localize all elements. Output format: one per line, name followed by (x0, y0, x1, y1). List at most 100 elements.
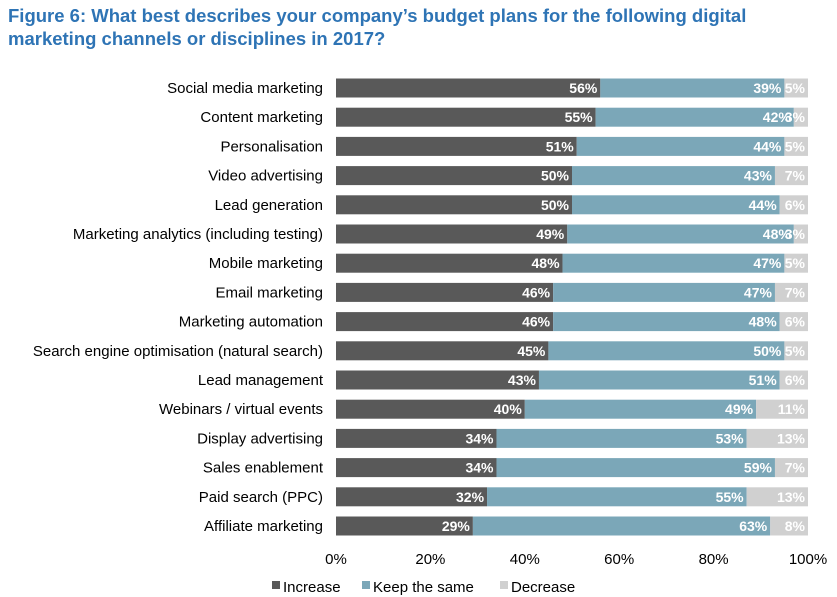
bar-segment (336, 107, 596, 127)
bar-segment (793, 224, 808, 244)
data-label: 48% (763, 226, 792, 242)
data-label: 46% (522, 314, 551, 330)
x-tick-label: 40% (510, 551, 540, 568)
category-label: Search engine optimisation (natural sear… (33, 343, 323, 360)
category-label: Social media marketing (167, 80, 323, 97)
data-label: 39% (753, 80, 782, 96)
bar-segment (496, 458, 775, 478)
data-label: 46% (522, 284, 551, 300)
data-label: 53% (716, 430, 745, 446)
data-label: 47% (744, 284, 773, 300)
data-label: 51% (749, 372, 778, 388)
bar-segment (576, 136, 785, 156)
bar-segment (784, 253, 808, 273)
x-tick-label: 20% (415, 551, 445, 568)
bar-segment (336, 399, 525, 419)
bar-segment (784, 136, 808, 156)
data-label: 6% (785, 372, 806, 388)
data-label: 44% (749, 197, 778, 213)
bar-segment (774, 282, 808, 302)
bar-segment (562, 253, 785, 273)
data-label: 48% (749, 314, 778, 330)
category-label: Marketing analytics (including testing) (73, 226, 323, 243)
bar-segment (336, 282, 554, 302)
legend-swatch (500, 581, 508, 589)
bar-segment (336, 166, 572, 186)
category-label: Video advertising (208, 168, 323, 185)
data-label: 3% (785, 226, 806, 242)
bar-segment (779, 195, 808, 215)
bar-segment (553, 282, 775, 302)
data-label: 32% (456, 489, 485, 505)
x-tick-label: 100% (789, 551, 827, 568)
category-label: Content marketing (200, 109, 323, 126)
data-label: 48% (532, 255, 561, 271)
legend-label: Keep the same (373, 579, 474, 596)
bar-segment (487, 487, 747, 507)
category-label: Paid search (PPC) (199, 489, 323, 506)
data-label: 5% (785, 343, 806, 359)
data-label: 5% (785, 138, 806, 154)
data-label: 11% (778, 401, 806, 417)
bar-segment (572, 166, 775, 186)
category-label: Email marketing (215, 284, 323, 301)
data-label: 55% (565, 109, 594, 125)
bar-segment (336, 370, 539, 390)
category-label: Lead generation (215, 197, 323, 214)
bar-segment (779, 370, 808, 390)
data-label: 44% (753, 138, 782, 154)
bar-segment (472, 516, 771, 536)
bar-segment (336, 312, 554, 332)
data-label: 6% (785, 314, 806, 330)
bar-segment (336, 195, 572, 215)
bar-segment (524, 399, 757, 419)
data-label: 29% (442, 518, 471, 534)
bar-segment (336, 253, 563, 273)
legend-swatch (362, 581, 370, 589)
chart-title: Figure 6: What best describes your compa… (8, 5, 747, 49)
bar-segment (774, 166, 808, 186)
bar-segment (572, 195, 780, 215)
data-label: 43% (508, 372, 537, 388)
legend-label: Increase (283, 579, 341, 596)
x-tick-label: 60% (604, 551, 634, 568)
data-label: 34% (465, 430, 494, 446)
bar-segment (784, 78, 808, 98)
data-label: 6% (785, 197, 806, 213)
legend-swatch (272, 581, 280, 589)
data-label: 13% (777, 489, 806, 505)
data-label: 13% (777, 430, 806, 446)
category-label: Affiliate marketing (204, 518, 323, 535)
data-label: 50% (753, 343, 782, 359)
data-label: 51% (546, 138, 575, 154)
bar-segment (336, 78, 601, 98)
bar-segment (756, 399, 808, 419)
bar-segment (779, 312, 808, 332)
legend-label: Decrease (511, 579, 575, 596)
category-label: Marketing automation (179, 314, 323, 331)
bar-segment (746, 487, 808, 507)
data-label: 42% (763, 109, 792, 125)
category-label: Display advertising (197, 430, 323, 447)
data-label: 5% (785, 255, 806, 271)
category-label: Sales enablement (203, 460, 324, 477)
bar-segment (784, 341, 808, 361)
data-label: 40% (494, 401, 523, 417)
data-label: 47% (753, 255, 782, 271)
bar-segment (595, 107, 794, 127)
data-label: 7% (785, 284, 806, 300)
data-label: 3% (785, 109, 806, 125)
category-label: Webinars / virtual events (159, 401, 323, 418)
bar-segment (774, 458, 808, 478)
bar-segment (746, 428, 808, 448)
bar-segment (336, 516, 473, 536)
bar-segment (336, 428, 497, 448)
category-label: Personalisation (220, 138, 323, 155)
category-label: Lead management (198, 372, 324, 389)
data-label: 45% (517, 343, 546, 359)
data-label: 56% (569, 80, 598, 96)
data-label: 34% (465, 460, 494, 476)
data-label: 49% (536, 226, 565, 242)
bar-segment (567, 224, 794, 244)
